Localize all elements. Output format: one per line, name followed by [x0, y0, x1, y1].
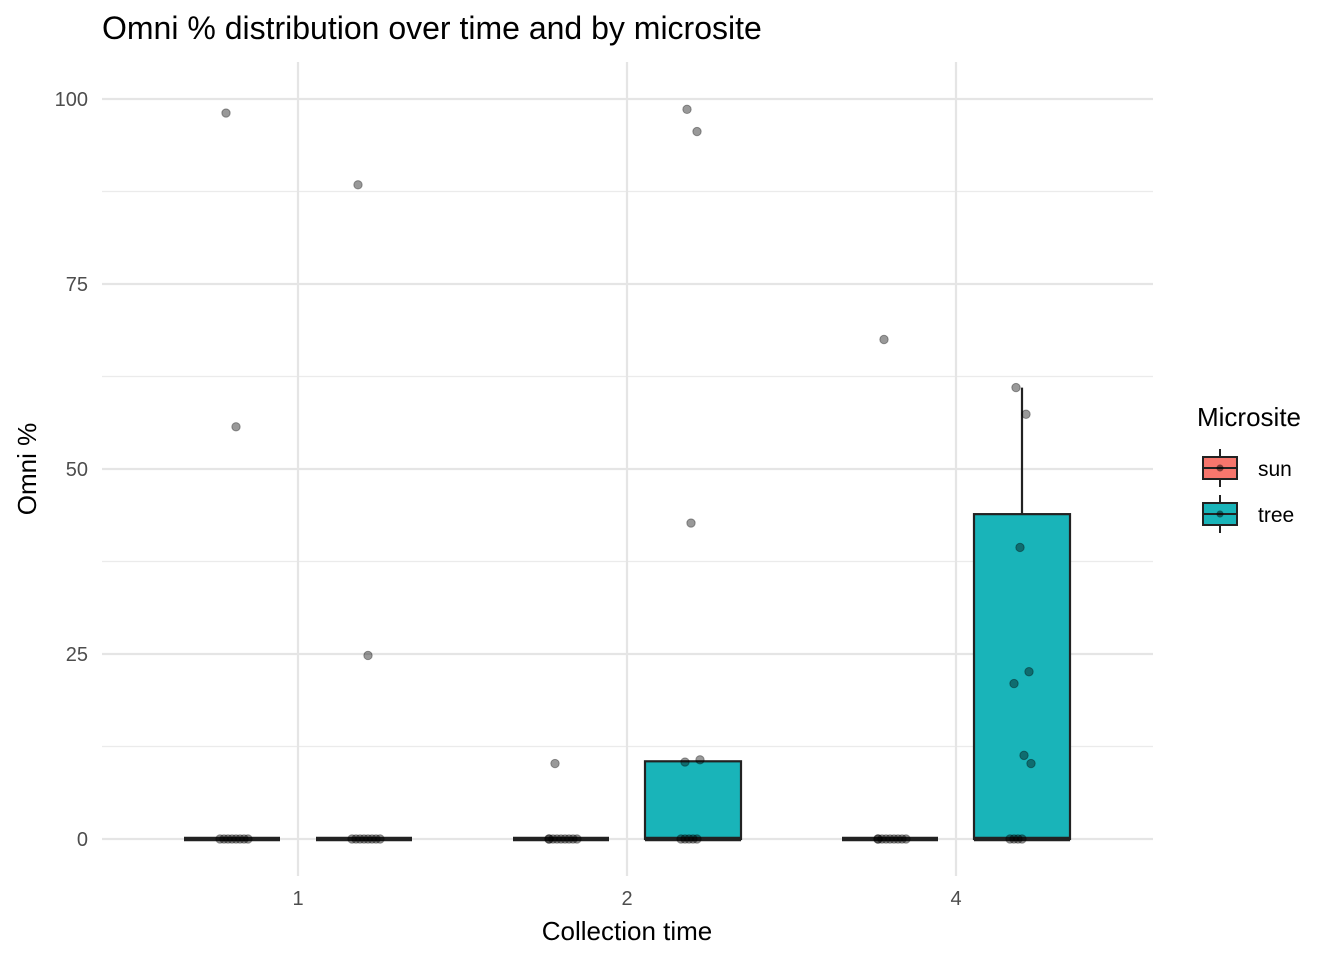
data-point-sun	[901, 834, 911, 844]
data-point-tree	[359, 834, 369, 844]
data-point-tree	[1024, 667, 1034, 677]
data-point-sun	[215, 834, 225, 844]
data-point-tree	[1013, 834, 1023, 844]
data-point-tree	[680, 834, 690, 844]
data-point-sun	[873, 834, 883, 844]
data-point-tree	[363, 834, 373, 844]
data-point-sun	[879, 334, 889, 345]
x-tick-label: 4	[950, 888, 961, 910]
data-point-sun	[243, 834, 253, 844]
data-point-sun	[227, 834, 237, 844]
box-tree-4	[972, 387, 1072, 842]
box-body	[643, 760, 743, 841]
data-point-tree	[367, 834, 377, 844]
legend-label: tree	[1258, 504, 1294, 527]
y-tick-label: 100	[55, 89, 88, 111]
data-point-sun	[568, 834, 578, 844]
boxes	[184, 387, 1072, 842]
data-point-tree	[686, 518, 696, 528]
legend-entry-sun: sun	[1202, 449, 1292, 487]
data-point-tree	[676, 834, 686, 844]
legend-label: sun	[1258, 458, 1292, 481]
data-point-tree	[684, 834, 694, 844]
data-point-tree	[351, 834, 361, 844]
data-point-sun	[893, 834, 903, 844]
data-point-tree	[1005, 834, 1015, 844]
x-tick-label: 2	[621, 888, 632, 910]
points	[215, 104, 1036, 844]
data-point-sun	[873, 834, 883, 844]
data-point-sun	[889, 834, 899, 844]
data-point-tree	[1021, 409, 1031, 419]
data-point-tree	[371, 834, 381, 844]
data-point-sun	[231, 834, 241, 844]
data-point-sun	[897, 834, 907, 844]
y-tick-label: 75	[66, 274, 88, 296]
data-point-sun	[235, 834, 245, 844]
data-point-tree	[682, 104, 692, 115]
data-point-sun	[544, 834, 554, 844]
data-point-sun	[877, 834, 887, 844]
data-point-sun	[219, 834, 229, 844]
box-tree-2	[643, 760, 743, 842]
data-point-sun	[550, 758, 560, 769]
legend-title: Microsite	[1197, 402, 1301, 432]
chart-title: Omni % distribution over time and by mic…	[102, 10, 762, 46]
data-point-sun	[544, 834, 554, 844]
legend-key-point	[1216, 464, 1224, 472]
y-tick-label: 0	[77, 829, 88, 851]
data-point-sun	[881, 834, 891, 844]
data-point-tree	[1011, 382, 1021, 393]
data-point-tree	[680, 757, 690, 767]
data-point-tree	[347, 834, 357, 844]
data-point-sun	[560, 834, 570, 844]
data-point-tree	[1015, 542, 1025, 553]
data-point-tree	[1019, 750, 1029, 761]
data-point-tree	[1009, 678, 1019, 689]
legend: Microsite sun tree	[1197, 402, 1301, 533]
data-point-tree	[375, 834, 385, 844]
data-point-tree	[1017, 834, 1027, 844]
y-tick-label: 50	[66, 459, 88, 481]
legend-entry-tree: tree	[1202, 495, 1294, 533]
x-axis-title: Collection time	[542, 916, 713, 946]
data-point-sun	[221, 108, 231, 118]
data-point-sun	[552, 834, 562, 844]
data-point-sun	[572, 834, 582, 844]
data-point-tree	[363, 650, 373, 661]
data-point-tree	[688, 834, 698, 844]
y-axis-title: Omni %	[12, 423, 42, 515]
data-point-sun	[239, 834, 249, 844]
data-point-sun	[556, 834, 566, 844]
data-point-sun	[885, 834, 895, 844]
data-point-tree	[353, 180, 363, 190]
data-point-tree	[355, 834, 365, 844]
ticks: 0 25 50 75 100 1 2 4	[55, 89, 962, 910]
box-body	[972, 513, 1072, 841]
data-point-sun	[548, 834, 558, 844]
data-point-tree	[695, 755, 705, 765]
data-point-sun	[564, 834, 574, 844]
data-point-tree	[692, 834, 702, 844]
legend-key-point	[1216, 510, 1224, 518]
y-tick-label: 25	[66, 644, 88, 666]
data-point-tree	[1009, 834, 1019, 844]
data-point-sun	[223, 834, 233, 844]
data-point-sun	[231, 422, 241, 432]
data-point-tree	[692, 126, 702, 137]
x-tick-label: 1	[292, 888, 303, 910]
data-point-tree	[1026, 758, 1036, 769]
